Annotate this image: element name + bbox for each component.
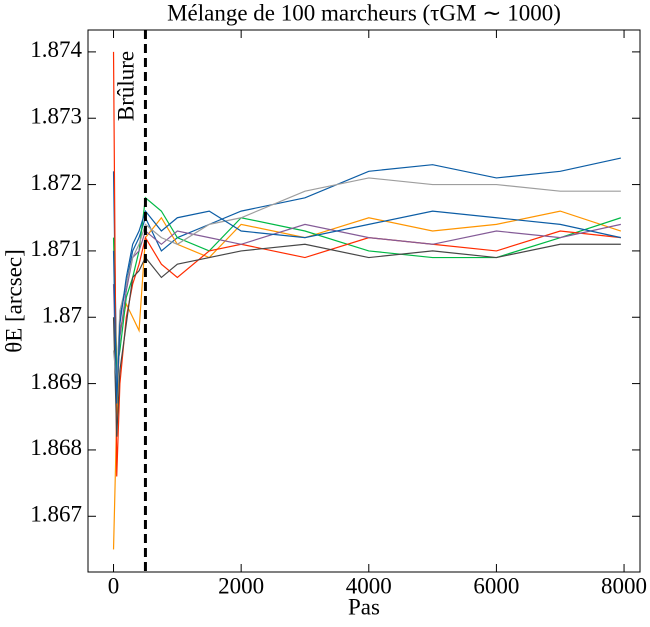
walker-line: [112, 51, 621, 477]
y-tick-label: 1.869: [30, 369, 82, 394]
y-tick-label: 1.868: [30, 435, 82, 460]
chart-title: Mélange de 100 marcheurs (τGM ∼ 1000): [167, 0, 561, 25]
plot-frame: [87, 29, 641, 573]
annotation: Brûlure: [114, 51, 139, 121]
walker-line: [112, 196, 622, 371]
x-tick-label: 8000: [601, 573, 647, 598]
x-tick-label: 2000: [218, 573, 264, 598]
y-axis-label: θE [arcsec]: [1, 249, 26, 353]
walker-line: [112, 157, 621, 384]
walker-line: [112, 223, 621, 397]
walker-line: [112, 177, 621, 384]
y-tick-label: 1.872: [30, 170, 82, 195]
walker-line: [112, 209, 621, 404]
y-tick-label: 1.873: [30, 104, 82, 129]
walker-line: [112, 243, 621, 437]
y-tick-label: 1.87: [42, 303, 82, 328]
x-axis-label: Pas: [348, 594, 380, 619]
y-tick-label: 1.871: [30, 236, 82, 261]
x-tick-label: 6000: [473, 573, 519, 598]
plot-area: [112, 51, 622, 550]
x-tick-label: 4000: [346, 573, 392, 598]
y-tick-label: 1.874: [30, 37, 82, 62]
y-tick-label: 1.867: [30, 502, 82, 527]
x-tick-label: 0: [108, 573, 120, 598]
